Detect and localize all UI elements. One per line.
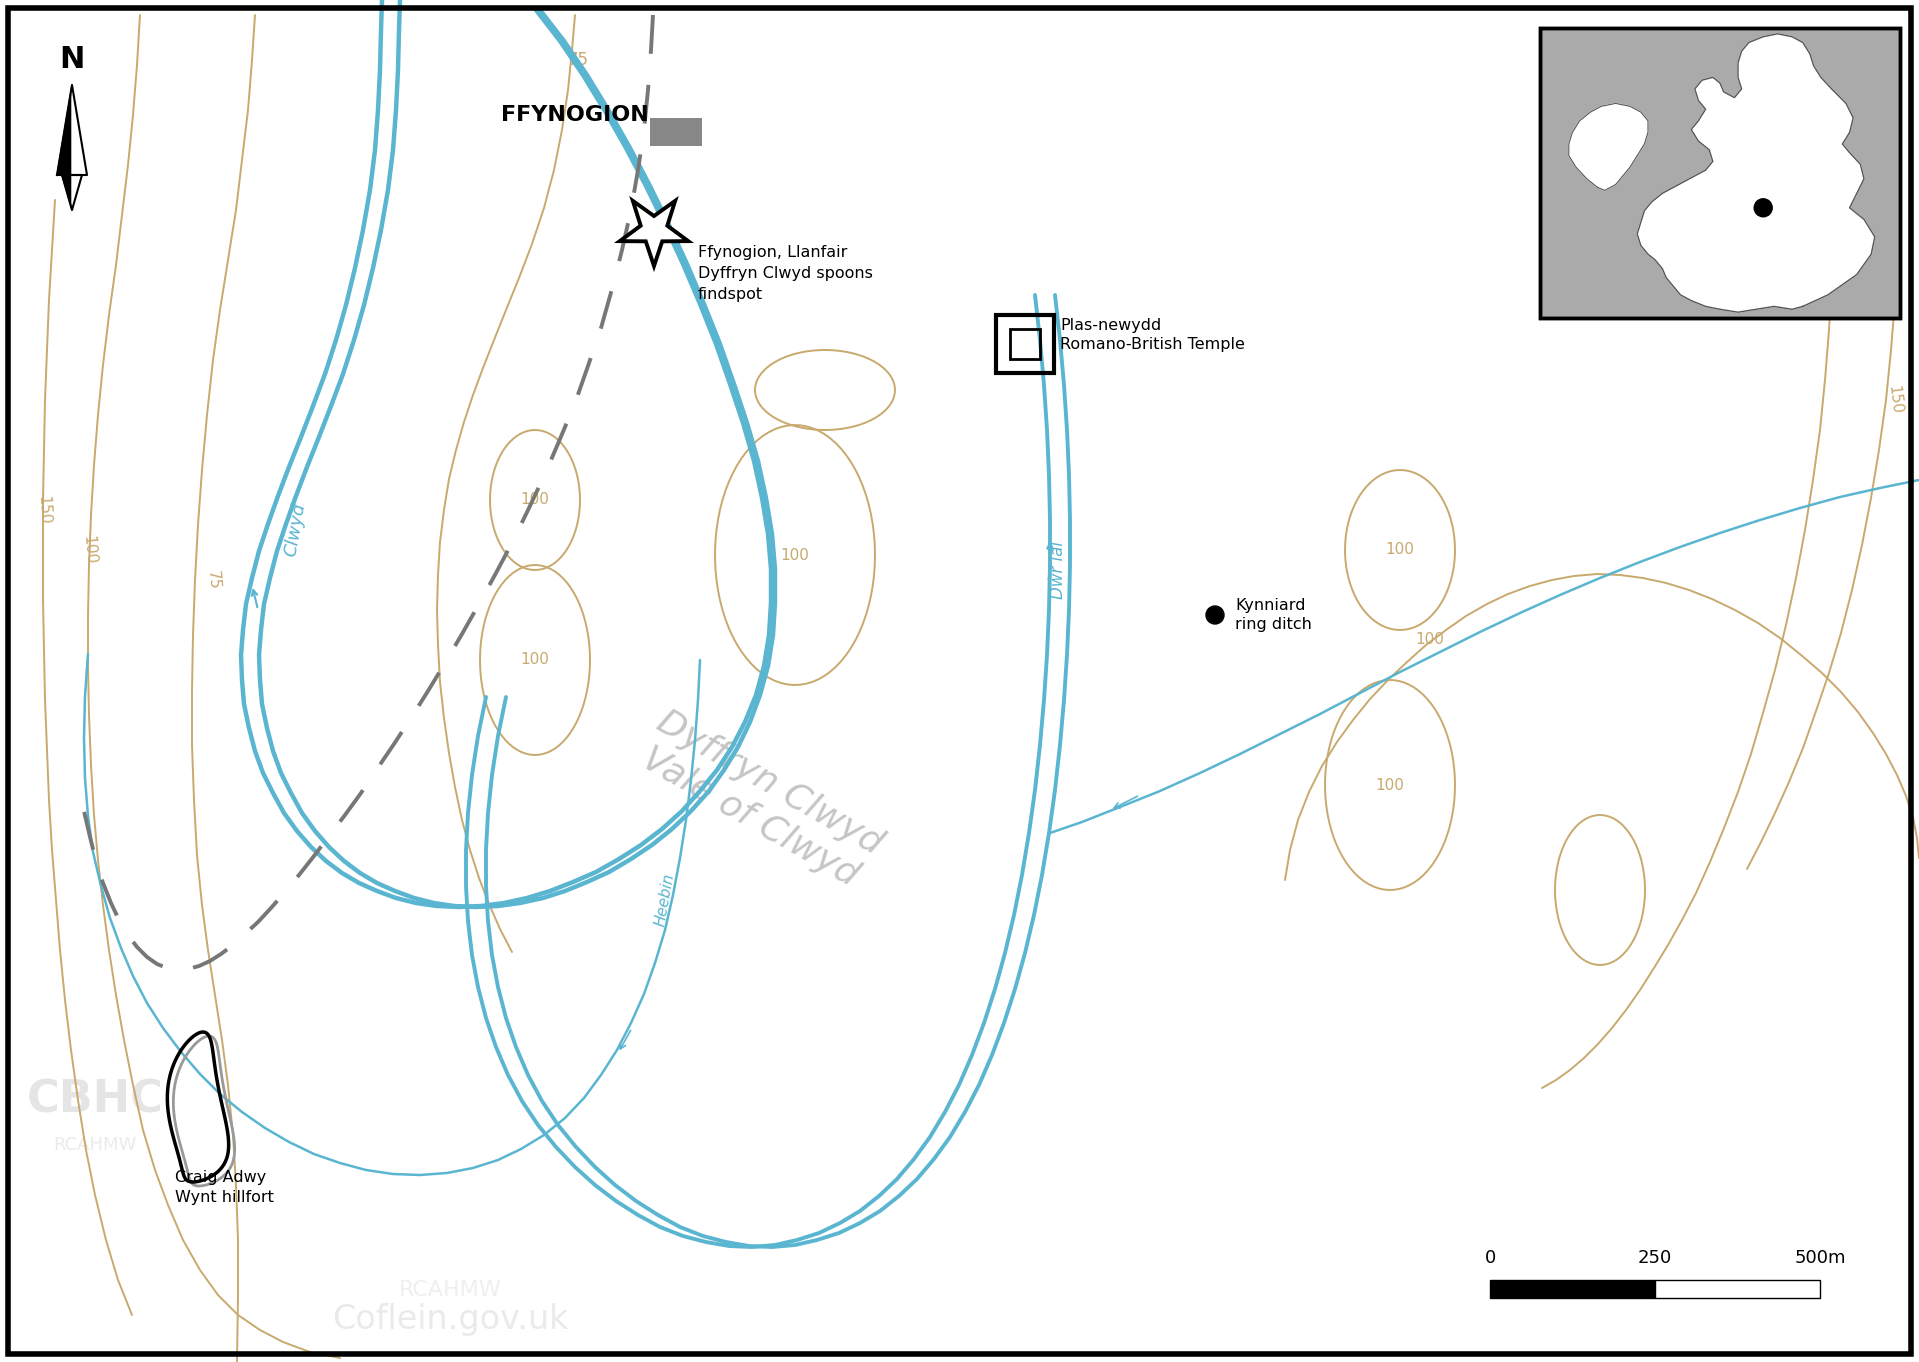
Text: N: N (59, 45, 84, 75)
Bar (651, 118, 702, 146)
Text: RCAHMW: RCAHMW (54, 1136, 136, 1154)
Text: 150: 150 (36, 496, 52, 524)
Text: 100: 100 (81, 535, 98, 565)
Text: 100: 100 (1376, 778, 1405, 793)
Text: Craig Adwy
Wynt hillfort: Craig Adwy Wynt hillfort (175, 1170, 274, 1205)
Polygon shape (1570, 104, 1648, 191)
Circle shape (1205, 606, 1224, 624)
Bar (1654, 1280, 1819, 1298)
Text: 100: 100 (520, 493, 549, 508)
Bar (1541, 29, 1900, 317)
Bar (1009, 330, 1040, 360)
Text: 250: 250 (1639, 1249, 1671, 1267)
Text: Coflein.gov.uk: Coflein.gov.uk (332, 1303, 568, 1336)
Text: Clwyd: Clwyd (282, 501, 309, 558)
Polygon shape (61, 174, 73, 210)
Text: 75: 75 (205, 569, 221, 590)
Text: FFYNOGION: FFYNOGION (501, 105, 649, 125)
Text: 100: 100 (1823, 285, 1840, 315)
Text: Plas-newydd
Romano-British Temple: Plas-newydd Romano-British Temple (1059, 317, 1245, 353)
Text: Dŵr ial: Dŵr ial (1050, 541, 1067, 599)
Text: 100: 100 (781, 548, 810, 563)
Bar (996, 315, 1054, 373)
Text: Ffynogion, Llanfair
Dyffryn Clwyd spoons
findspot: Ffynogion, Llanfair Dyffryn Clwyd spoons… (699, 245, 873, 302)
Text: Kynniard
ring ditch: Kynniard ring ditch (1236, 598, 1313, 632)
Text: Heebin: Heebin (652, 872, 677, 928)
Text: Dyffryn Clwyd
Vale of Clwyd: Dyffryn Clwyd Vale of Clwyd (631, 704, 888, 895)
Text: RCAHMW: RCAHMW (399, 1280, 501, 1299)
Text: 500m: 500m (1794, 1249, 1846, 1267)
Polygon shape (73, 84, 86, 174)
Text: 150: 150 (1886, 384, 1904, 415)
Circle shape (1754, 199, 1773, 217)
Text: 75: 75 (568, 50, 589, 69)
Polygon shape (620, 200, 689, 266)
Text: 100: 100 (1386, 542, 1414, 557)
Polygon shape (1637, 34, 1875, 312)
Polygon shape (73, 174, 83, 210)
Text: 0: 0 (1485, 1249, 1495, 1267)
Text: CBHC: CBHC (27, 1079, 163, 1121)
Polygon shape (58, 84, 73, 174)
Bar (1541, 29, 1900, 317)
Text: 100: 100 (1416, 632, 1445, 647)
Bar (1489, 1280, 1654, 1298)
Text: 100: 100 (520, 652, 549, 667)
